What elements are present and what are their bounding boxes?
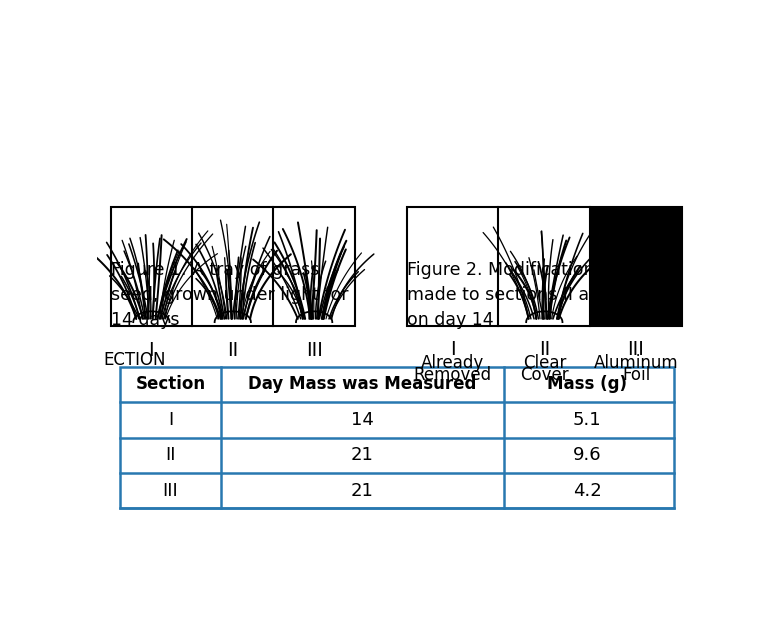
Text: ECTION: ECTION <box>103 351 166 369</box>
Bar <box>590 206 682 326</box>
Text: III: III <box>163 481 178 500</box>
Text: Cover: Cover <box>520 366 569 384</box>
Text: I: I <box>149 341 154 360</box>
Text: II: II <box>227 341 238 360</box>
Text: III: III <box>628 340 645 359</box>
Text: Already: Already <box>421 354 485 372</box>
Bar <box>111 206 354 326</box>
Text: 21: 21 <box>351 481 374 500</box>
Text: Removed: Removed <box>413 366 491 384</box>
Text: Day Mass was Measured: Day Mass was Measured <box>248 375 476 394</box>
Text: Section: Section <box>135 375 205 394</box>
Text: II: II <box>539 340 550 359</box>
Text: 9.6: 9.6 <box>573 446 601 464</box>
Text: Figure 2. Modifications
made to sections II and III
on day 14: Figure 2. Modifications made to sections… <box>407 261 632 329</box>
Text: III: III <box>306 341 323 360</box>
Text: Foil: Foil <box>622 366 650 384</box>
Text: II: II <box>165 446 176 464</box>
Text: Figure 1. A tray of grass
seed, grown under light for
14 days: Figure 1. A tray of grass seed, grown un… <box>111 261 348 329</box>
Text: I: I <box>168 411 173 429</box>
Text: 14: 14 <box>351 411 374 429</box>
Text: 21: 21 <box>351 446 374 464</box>
Text: I: I <box>450 340 455 359</box>
Text: Aluminum: Aluminum <box>594 354 678 372</box>
Text: 5.1: 5.1 <box>573 411 601 429</box>
Bar <box>120 367 674 509</box>
Text: 4.2: 4.2 <box>573 481 601 500</box>
Text: Mass (g): Mass (g) <box>547 375 627 394</box>
Bar <box>407 206 682 326</box>
Text: Clear: Clear <box>522 354 566 372</box>
